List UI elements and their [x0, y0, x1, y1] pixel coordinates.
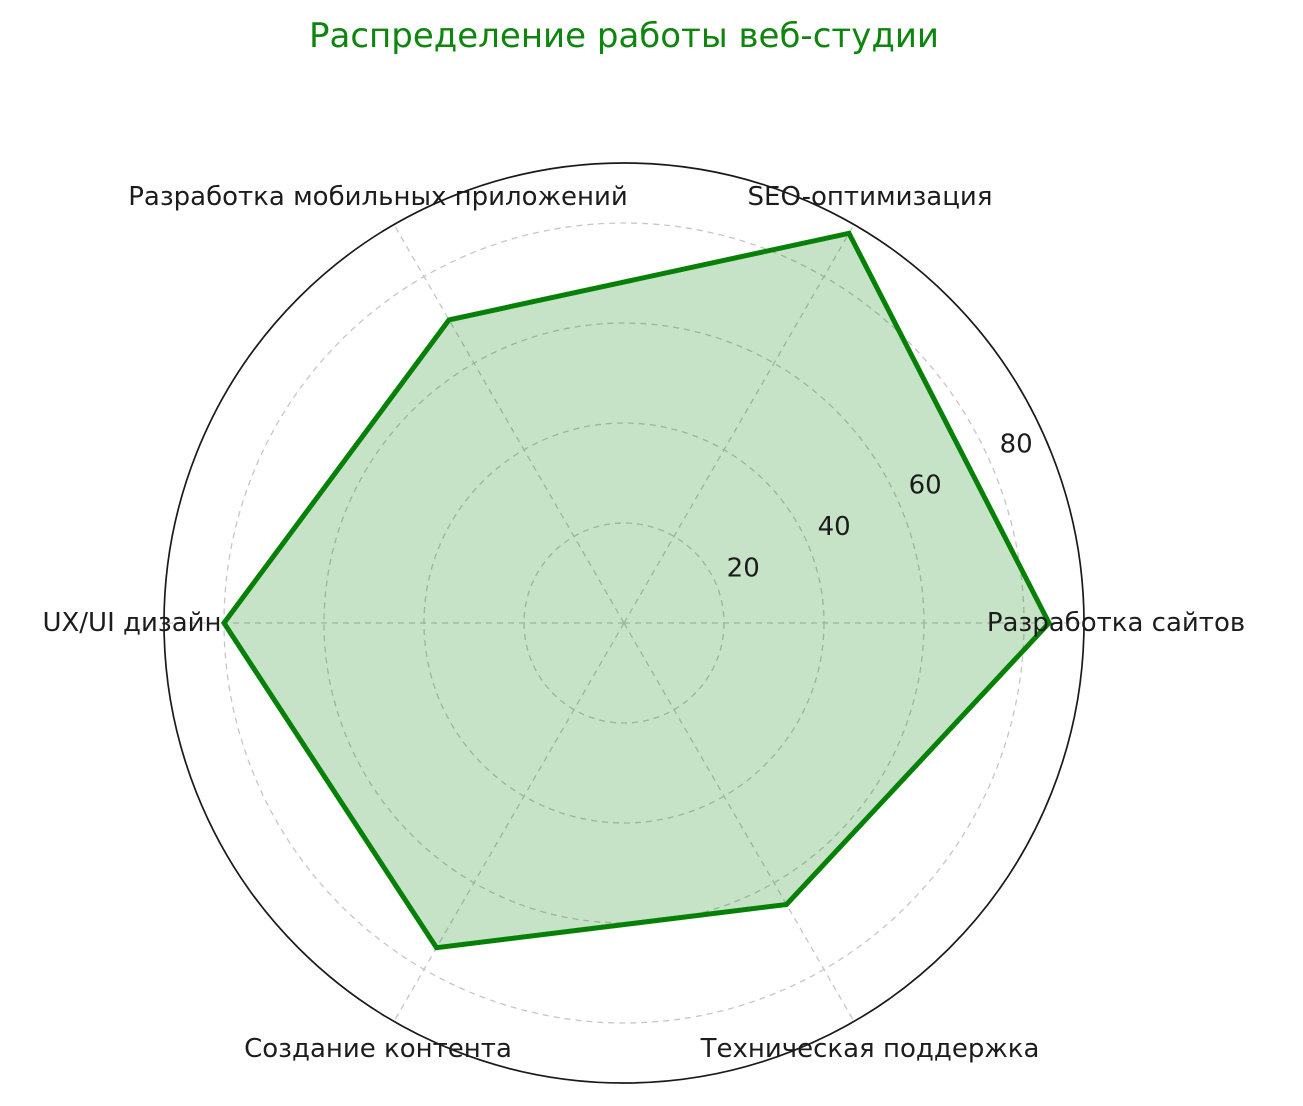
radar-data-polygon: [220, 230, 1053, 951]
radar-tick-label: 20: [727, 554, 760, 584]
radar-tick-label: 40: [818, 512, 851, 542]
radar-axis-label: Техническая поддержка: [700, 1034, 1040, 1064]
radar-tick-label: 60: [909, 471, 942, 501]
chart-title: Распределение работы веб-студии: [308, 16, 940, 56]
radar-axis-label: Разработка сайтов: [987, 608, 1245, 638]
radar-axis-label: SEO-оптимизация: [748, 182, 993, 212]
radar-axis-label: UX/UI дизайн: [42, 608, 221, 638]
radar-axis-label: Создание контента: [244, 1034, 512, 1064]
radar-tick-label: 80: [1000, 429, 1033, 459]
radar-outline: [163, 162, 1085, 1084]
radar-axis-label: Разработка мобильных приложений: [128, 182, 628, 212]
